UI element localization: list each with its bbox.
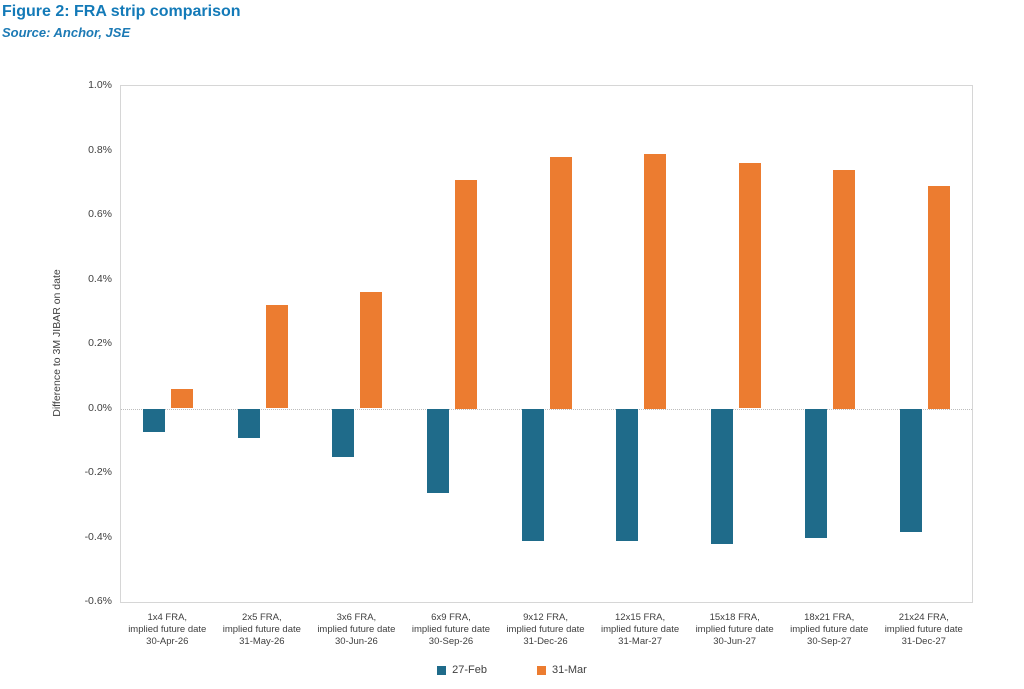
plot-area: [120, 85, 973, 603]
y-tick-label: 0.4%: [88, 272, 112, 285]
bar-27-feb-cat5: [522, 409, 544, 541]
x-axis-category-label: 15x18 FRA, implied future date 30-Jun-27: [695, 612, 774, 647]
legend-entry-27-feb: 27-Feb: [437, 664, 487, 676]
legend-label: 31-Mar: [552, 664, 587, 676]
x-axis-category-label: 9x12 FRA, implied future date 31-Dec-26: [506, 612, 585, 647]
y-tick-label: -0.6%: [84, 595, 112, 607]
y-axis-tick-labels: 1.0% 0.8% 0.6% 0.4% 0.2% 0.0% -0.2% -0.4% -0.6%: [56, 0, 112, 689]
bar-31-mar-cat1: [171, 389, 193, 408]
figure-title: Figure 2: FRA strip comparison: [2, 3, 241, 20]
bar-31-mar-cat4: [455, 180, 477, 409]
y-tick-label: 0.6%: [88, 208, 112, 220]
bar-31-mar-cat6: [644, 154, 666, 409]
legend-label: 27-Feb: [452, 664, 487, 676]
zero-gridline: [121, 408, 972, 410]
y-tick-label: 1.0%: [88, 79, 112, 91]
bar-31-mar-cat2: [266, 305, 288, 408]
bar-31-mar-cat3: [360, 292, 382, 408]
x-axis-category-label: 2x5 FRA, implied future date 31-May-26: [222, 612, 301, 647]
bar-31-mar-cat5: [550, 157, 572, 409]
bar-31-mar-cat8: [833, 170, 855, 409]
figure-source: Source: Anchor, JSE: [2, 25, 131, 40]
bar-31-mar-cat9: [928, 186, 950, 409]
bar-27-feb-cat3: [332, 409, 354, 457]
x-axis-category-labels: 1x4 FRA, implied future date 30-Apr-26 2x…: [120, 612, 971, 648]
legend-swatch-icon: [437, 665, 447, 675]
bar-27-feb-cat4: [427, 409, 449, 493]
bar-27-feb-cat7: [711, 409, 733, 544]
x-axis-category-label: 6x9 FRA, implied future date 30-Sep-26: [411, 612, 491, 647]
y-tick-label: 0.0%: [88, 401, 112, 414]
x-axis-category-label: 1x4 FRA, implied future date 30-Apr-26: [128, 612, 207, 647]
legend-swatch-icon: [537, 665, 546, 675]
bar-27-feb-cat9: [900, 409, 922, 532]
bar-27-feb-cat2: [238, 409, 260, 438]
legend-entry-31-mar: 31-Mar: [537, 664, 587, 676]
bar-27-feb-cat1: [143, 409, 165, 432]
x-axis-category-label: 12x15 FRA, implied future date 31-Mar-27: [601, 612, 680, 647]
bar-31-mar-cat7: [739, 163, 761, 408]
x-axis-category-label: 3x6 FRA, implied future date 30-Jun-26: [317, 612, 396, 647]
legend: 27-Feb 31-Mar: [0, 664, 1024, 676]
y-tick-label: 0.8%: [88, 143, 112, 156]
x-axis-category-label: 18x21 FRA, implied future date 30-Sep-27: [790, 612, 869, 647]
y-tick-label: -0.2%: [84, 466, 112, 478]
y-tick-label: 0.2%: [88, 337, 112, 349]
x-axis-category-label: 21x24 FRA, implied future date 31-Dec-27: [884, 612, 963, 647]
y-tick-label: -0.4%: [84, 530, 112, 543]
bar-27-feb-cat6: [616, 409, 638, 541]
bar-27-feb-cat8: [805, 409, 827, 538]
